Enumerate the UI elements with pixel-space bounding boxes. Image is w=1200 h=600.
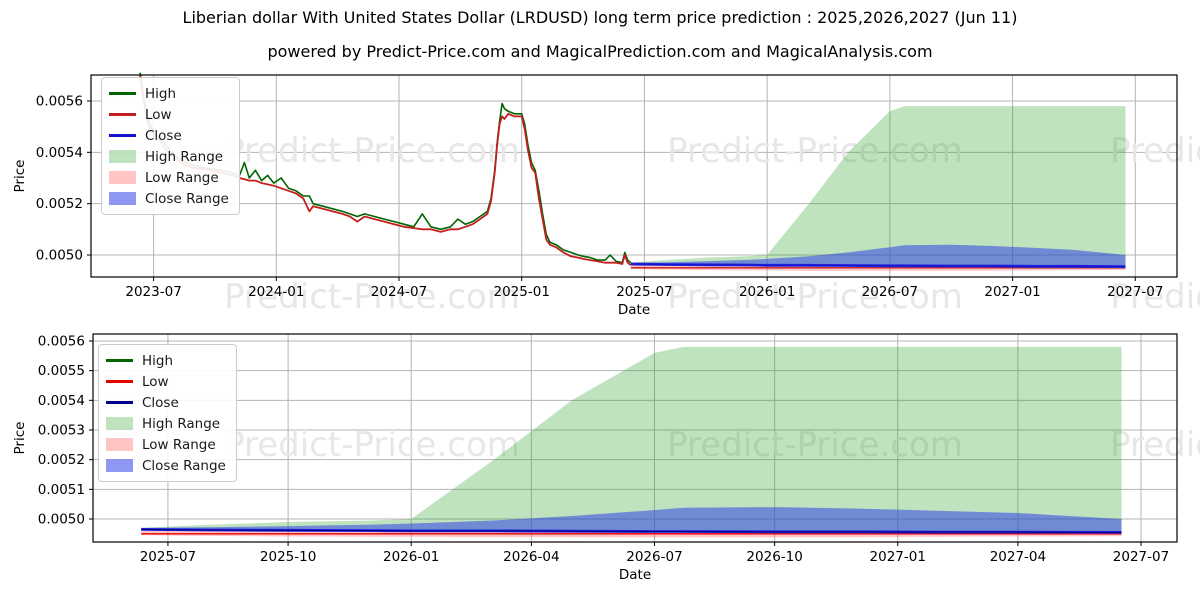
y-tick-label: 0.0050 [38, 512, 85, 528]
legend-label: Close Range [145, 190, 229, 207]
x-tick-label: 2026-04 [503, 549, 559, 565]
x-tick-label: 2027-07 [1107, 284, 1163, 300]
watermark-text: Predict-Price.com [224, 425, 520, 465]
forecast-close-line-core [630, 263, 1126, 268]
legend-top-chart: High Low Close High Range Low Range Close Ran… [101, 77, 240, 215]
series-layer [139, 72, 1126, 538]
y-tick-label: 0.0056 [36, 94, 83, 110]
y-tick-label: 0.0056 [38, 334, 85, 350]
y-tick-label: 0.0051 [38, 482, 85, 498]
x-tick-label: 2027-01 [984, 284, 1040, 300]
legend-swatch [106, 359, 133, 362]
x-tick-label: 2026-01 [739, 284, 795, 300]
legend-swatch [106, 380, 133, 383]
y-axis-label: Price [12, 422, 28, 455]
legend-item-high: High [109, 83, 229, 104]
legend-swatch [109, 113, 136, 116]
high-range-area [630, 106, 1126, 267]
x-tick-label: 2025-07 [616, 284, 672, 300]
x-tick-label: 2027-04 [990, 549, 1046, 565]
watermark-text: Predict-Price.com [1110, 425, 1200, 465]
x-tick-label: 2027-07 [1113, 549, 1169, 565]
x-axis-label: Date [618, 302, 650, 318]
x-tick-label: 2025-07 [140, 549, 196, 565]
legend-item-high-range: High Range [109, 146, 229, 167]
y-axis-label: Price [12, 160, 28, 193]
watermark-layer: Predict-Price.com Predict-Price.com Predic… [224, 131, 1200, 465]
y-tick-label: 0.0054 [38, 393, 85, 409]
legend-swatch [106, 438, 133, 451]
legend-swatch [106, 401, 133, 404]
legend-label: Low Range [142, 436, 216, 453]
axes-frame [92, 333, 1178, 543]
x-tick-label: 2025-01 [494, 284, 550, 300]
legend-label: Close [142, 394, 179, 411]
y-tick-label: 0.0054 [36, 145, 83, 161]
legend-label: Low [145, 106, 172, 123]
forecast-close-line-core [141, 528, 1122, 533]
watermark-text: Predict-Price.com [667, 131, 963, 171]
legend-label: High [142, 352, 174, 369]
close-range-area [630, 244, 1126, 267]
legend-label: Low [142, 373, 169, 390]
x-tick-label: 2026-01 [383, 549, 439, 565]
legend-item-close-range: Close Range [106, 455, 226, 476]
y-tick-label: 0.0052 [36, 196, 83, 212]
legend-label: High Range [145, 148, 224, 165]
y-tick-label: 0.0055 [38, 363, 85, 379]
legend-swatch [109, 192, 136, 205]
legend-item-low: Low [106, 371, 226, 392]
legend-swatch [109, 150, 136, 163]
legend-label: High Range [142, 415, 221, 432]
legend-label: Close [145, 127, 182, 144]
x-tick-label: 2026-07 [862, 284, 918, 300]
legend-label: Low Range [145, 169, 219, 186]
x-tick-label: 2024-07 [371, 284, 427, 300]
legend-swatch [109, 171, 136, 184]
y-tick-label: 0.0052 [38, 452, 85, 468]
y-tick-label: 0.0053 [38, 423, 85, 439]
axes-frame [90, 74, 1178, 278]
watermark-text: Predict-Price.com [1110, 277, 1200, 317]
x-tick-label: 2025-10 [260, 549, 316, 565]
close-range-area [141, 507, 1122, 533]
watermark-text: Predict-Price.com [667, 277, 963, 317]
x-tick-label: 2024-01 [248, 284, 304, 300]
legend-item-high-range: High Range [106, 413, 226, 434]
legend-item-low-range: Low Range [109, 167, 229, 188]
y-tick-label: 0.0050 [36, 248, 83, 264]
axis-layer: 2023-07 2024-01 2024-07 2025-01 2025-07 2026-… [12, 74, 1178, 583]
watermark-text: Predict-Price.com [1110, 131, 1200, 171]
x-tick-label: 2023-07 [125, 284, 181, 300]
legend-item-close-range: Close Range [109, 188, 229, 209]
x-tick-label: 2027-01 [870, 549, 926, 565]
legend-item-low-range: Low Range [106, 434, 226, 455]
page-subtitle: powered by Predict-Price.com and Magical… [267, 42, 933, 61]
legend-swatch [106, 417, 133, 430]
x-axis-label: Date [619, 567, 651, 583]
legend-item-low: Low [109, 104, 229, 125]
legend-label: Close Range [142, 457, 226, 474]
legend-bottom-chart: High Low Close High Range Low Range Close Ran… [98, 344, 237, 482]
high-range-area [141, 346, 1122, 533]
x-tick-label: 2026-10 [746, 549, 802, 565]
legend-swatch [109, 92, 136, 95]
legend-swatch [109, 134, 136, 137]
legend-item-high: High [106, 350, 226, 371]
x-tick-label: 2026-07 [626, 549, 682, 565]
legend-swatch [106, 459, 133, 472]
legend-item-close: Close [106, 392, 226, 413]
watermark-text: Predict-Price.com [667, 425, 963, 465]
legend-item-close: Close [109, 125, 229, 146]
watermark-text: Predict-Price.com [224, 131, 520, 171]
legend-label: High [145, 85, 177, 102]
page-title: Liberian dollar With United States Dolla… [182, 8, 1018, 27]
watermark-text: Predict-Price.com [224, 277, 520, 317]
